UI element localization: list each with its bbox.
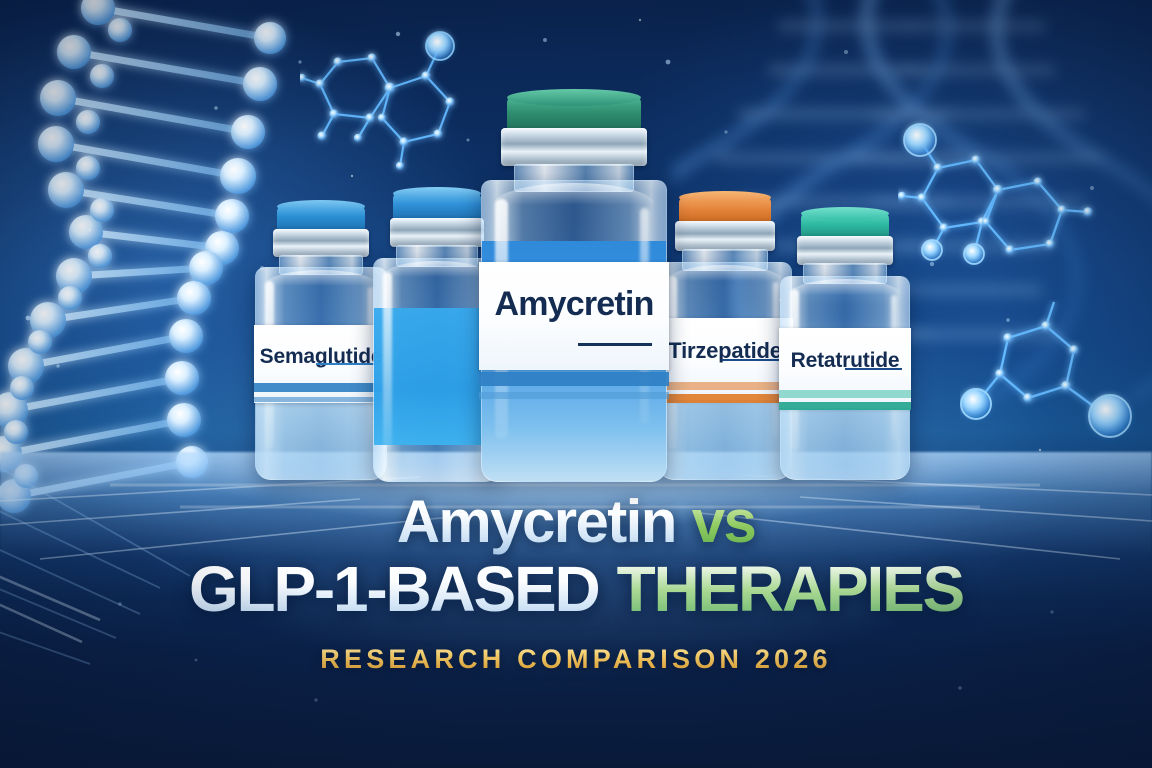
vial-glass-highlight <box>788 279 902 295</box>
vial-collar-tirzepatide <box>675 221 775 251</box>
vial-cap-amycretin <box>507 89 641 130</box>
vial-label-text: Semaglutide <box>259 344 383 368</box>
vial-label-rule <box>722 359 784 361</box>
molecule-bicyclic-top-left-icon <box>300 31 455 171</box>
vial-label-rule <box>577 343 653 346</box>
vial-label-rule <box>845 368 903 370</box>
vial-semaglutide: Semaglutide <box>253 200 389 480</box>
headline-therapies: THERAPIES <box>616 553 966 625</box>
headline-amycretin: Amycretin <box>396 488 678 555</box>
vial-collar-semaglutide <box>273 229 369 257</box>
subtitle: RESEARCH COMPARISON 2026 <box>0 644 1152 675</box>
vial-stripe-a <box>253 383 389 392</box>
headline-line-1: Amycretin vs <box>0 492 1152 552</box>
vial-body-blue <box>373 258 501 482</box>
vial-retatrutide: Retatrutide <box>778 207 912 480</box>
vial-row: Semaglutide <box>253 89 912 482</box>
vial-shine-left <box>382 272 392 450</box>
headline-block: Amycretin vs GLP-1-BASED THERAPIES RESEARC… <box>0 492 1152 675</box>
headline-line-2: GLP-1-BASED THERAPIES <box>0 556 1152 622</box>
light-streaks-bottom-left <box>0 468 191 665</box>
vial-label-text: Amycretin <box>494 285 654 323</box>
vial-glass-highlight <box>493 183 655 205</box>
vial-liquid-blue <box>374 307 500 446</box>
vial-collar-retatrutide <box>796 236 894 265</box>
vial-stripe-a <box>479 372 669 386</box>
vial-collar-blue <box>389 218 485 247</box>
vial-cap-tirzepatide <box>679 191 771 223</box>
floor-light-streaks <box>0 474 1152 560</box>
vial-amycretin: Amycretin <box>479 89 669 482</box>
vial-stripe-a <box>656 382 794 390</box>
vial-label-rule <box>315 363 380 365</box>
vial-label-text: Tirzepatide <box>668 338 782 363</box>
vial-stripe-b <box>253 397 389 402</box>
vial-glass-highlight <box>381 261 493 277</box>
dna-helix-left-icon <box>0 0 286 513</box>
molecule-bicyclic-right-icon <box>898 123 1093 265</box>
vial-unlabeled-blue <box>373 187 501 482</box>
vial-cap-blue <box>393 187 481 220</box>
headline-vs: vs <box>691 488 757 555</box>
headline-glp1-based: GLP-1-BASED <box>188 553 601 625</box>
vial-stripe-a <box>778 390 912 398</box>
vial-tirzepatide: Tirzepatide <box>656 191 794 480</box>
vial-cap-semaglutide <box>277 200 365 231</box>
vial-cap-retatrutide <box>800 207 890 238</box>
vial-collar-amycretin <box>501 128 647 166</box>
vial-stripe-b <box>778 402 912 410</box>
molecule-hexagon-right-icon <box>960 301 1132 438</box>
vial-label-amycretin: Amycretin <box>479 262 669 370</box>
vial-label-text: Retatrutide <box>790 348 900 372</box>
vial-glass-highlight <box>263 270 379 286</box>
vial-stripe-b <box>479 392 669 399</box>
vial-stripe-b <box>656 394 794 403</box>
vial-glass-highlight <box>666 265 784 281</box>
